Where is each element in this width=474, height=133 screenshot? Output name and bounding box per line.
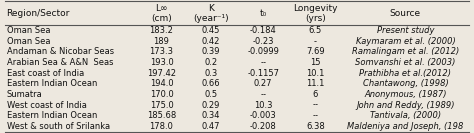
Text: 0.5: 0.5 <box>204 90 218 99</box>
Text: 15: 15 <box>310 58 320 67</box>
Text: Chantawong, (1998): Chantawong, (1998) <box>363 79 448 88</box>
Text: West coast of India: West coast of India <box>7 101 86 110</box>
Text: 10.1: 10.1 <box>306 69 325 78</box>
Text: 194.0: 194.0 <box>150 79 173 88</box>
Text: -0.0999: -0.0999 <box>247 47 279 57</box>
Text: 170.0: 170.0 <box>150 90 173 99</box>
Text: 0.2: 0.2 <box>204 58 218 67</box>
Text: 0.42: 0.42 <box>201 37 220 46</box>
Text: Maldeniya and Joseph, (198: Maldeniya and Joseph, (198 <box>347 122 464 131</box>
Text: Somvanshi et al. (2003): Somvanshi et al. (2003) <box>355 58 456 67</box>
Text: Present study: Present study <box>377 26 434 35</box>
Text: 0.34: 0.34 <box>201 111 220 120</box>
Text: 10.3: 10.3 <box>254 101 273 110</box>
Text: 11.1: 11.1 <box>306 79 325 88</box>
Text: 183.2: 183.2 <box>150 26 173 35</box>
Text: 0.45: 0.45 <box>201 26 220 35</box>
Text: 189: 189 <box>154 37 169 46</box>
Text: Longevity
(yrs): Longevity (yrs) <box>293 4 337 23</box>
Text: -0.208: -0.208 <box>250 122 276 131</box>
Text: -0.1157: -0.1157 <box>247 69 279 78</box>
Text: 185.68: 185.68 <box>147 111 176 120</box>
Text: Kaymaram et al. (2000): Kaymaram et al. (2000) <box>356 37 455 46</box>
Text: East coast of India: East coast of India <box>7 69 84 78</box>
Text: 173.3: 173.3 <box>149 47 173 57</box>
Text: 0.66: 0.66 <box>201 79 220 88</box>
Text: --: -- <box>312 111 319 120</box>
Text: 0.3: 0.3 <box>204 69 218 78</box>
Text: Eastern Indian Ocean: Eastern Indian Ocean <box>7 79 97 88</box>
Text: Ramalingam et al. (2012): Ramalingam et al. (2012) <box>352 47 459 57</box>
Text: L∞
(cm): L∞ (cm) <box>151 4 172 23</box>
Text: 175.0: 175.0 <box>150 101 173 110</box>
Text: 6.38: 6.38 <box>306 122 325 131</box>
Text: --: -- <box>260 58 266 67</box>
Text: Source: Source <box>390 9 421 18</box>
Text: Eastern Indian Ocean: Eastern Indian Ocean <box>7 111 97 120</box>
Text: 7.69: 7.69 <box>306 47 325 57</box>
Text: -: - <box>314 37 317 46</box>
Text: -0.003: -0.003 <box>250 111 276 120</box>
Text: Anonymous, (1987): Anonymous, (1987) <box>364 90 447 99</box>
Text: Tantivala, (2000): Tantivala, (2000) <box>370 111 441 120</box>
Text: Arabian Sea & A&N  Seas: Arabian Sea & A&N Seas <box>7 58 113 67</box>
Text: Oman Sea: Oman Sea <box>7 26 50 35</box>
Text: Region/Sector: Region/Sector <box>7 9 70 18</box>
Text: --: -- <box>260 90 266 99</box>
Text: Sumatra: Sumatra <box>7 90 42 99</box>
Text: -0.23: -0.23 <box>252 37 274 46</box>
Text: John and Reddy, (1989): John and Reddy, (1989) <box>356 101 455 110</box>
Text: 193.0: 193.0 <box>150 58 173 67</box>
Text: 0.47: 0.47 <box>201 122 220 131</box>
Text: 0.29: 0.29 <box>201 101 220 110</box>
Text: West & south of Srilanka: West & south of Srilanka <box>7 122 109 131</box>
Text: 197.42: 197.42 <box>147 69 176 78</box>
Text: 178.0: 178.0 <box>150 122 173 131</box>
Text: 0.27: 0.27 <box>254 79 273 88</box>
Text: 6: 6 <box>313 90 318 99</box>
Text: 0.39: 0.39 <box>201 47 220 57</box>
Text: K
(year⁻¹): K (year⁻¹) <box>193 4 228 23</box>
Text: Prathibha et al.(2012): Prathibha et al.(2012) <box>359 69 451 78</box>
Text: --: -- <box>312 101 319 110</box>
Text: -0.184: -0.184 <box>250 26 276 35</box>
Text: Oman Sea: Oman Sea <box>7 37 50 46</box>
Text: Andaman & Nicobar Seas: Andaman & Nicobar Seas <box>7 47 114 57</box>
Text: 6.5: 6.5 <box>309 26 322 35</box>
Text: t₀: t₀ <box>259 9 267 18</box>
